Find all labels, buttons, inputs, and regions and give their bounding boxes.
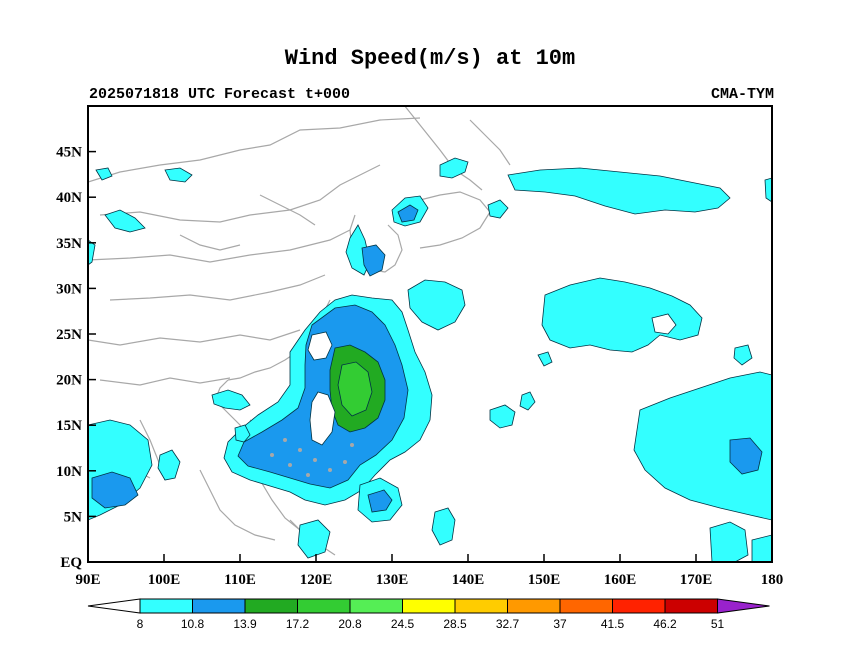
lat-tick-label: 40N — [56, 190, 82, 206]
colorbar-box — [559, 598, 613, 614]
lat-tick-label: 30N — [56, 281, 82, 297]
colorbar-level-label: 51 — [711, 617, 725, 631]
model-name-label: CMA-TYM — [710, 86, 774, 103]
lat-tick-label: EQ — [60, 555, 82, 571]
lon-tick-label: 170E — [680, 572, 713, 588]
colorbar-box — [664, 598, 718, 614]
colorbar-box — [297, 598, 351, 614]
lon-tick-label: 100E — [148, 572, 181, 588]
colorbar-level-label: 24.5 — [391, 617, 415, 631]
colorbar — [87, 598, 770, 614]
wind-contours — [88, 157, 772, 562]
colorbar-level-label: 41.5 — [601, 617, 625, 631]
lon-tick-label: 90E — [75, 572, 100, 588]
colorbar-box — [192, 598, 246, 614]
colorbar-box — [507, 598, 561, 614]
lon-tick-label: 110E — [224, 572, 256, 588]
lat-tick-label: 25N — [56, 327, 82, 343]
colorbar-min-triangle — [87, 598, 141, 614]
colorbar-labels: 8 10.8 13.9 17.2 20.8 24.5 28.5 32.7 37 41.5 46.2 5… — [137, 617, 725, 631]
colorbar-level-label: 46.2 — [653, 617, 677, 631]
colorbar-box — [139, 598, 193, 614]
colorbar-box — [349, 598, 403, 614]
colorbar-level-label: 37 — [553, 617, 567, 631]
colorbar-box — [244, 598, 298, 614]
lat-tick-label: 20N — [56, 373, 82, 389]
lon-tick-label: 140E — [452, 572, 485, 588]
lon-tick-label: 120E — [300, 572, 333, 588]
axis-ticks — [87, 150, 773, 563]
lat-tick-label: 5N — [64, 509, 83, 525]
colorbar-level-label: 13.9 — [233, 617, 257, 631]
colorbar-level-label: 32.7 — [496, 617, 520, 631]
colorbar-level-label: 20.8 — [338, 617, 362, 631]
latitude-labels: EQ 5N 10N 15N 20N 25N 30N 35N 40N 45N — [56, 145, 82, 571]
map-plot-area — [88, 106, 772, 562]
forecast-time-label: 2025071818 UTC Forecast t+000 — [89, 86, 351, 103]
colorbar-level-label: 8 — [137, 617, 144, 631]
colorbar-level-label: 17.2 — [286, 617, 310, 631]
lat-tick-label: 45N — [56, 145, 82, 161]
lon-tick-label: 180 — [761, 572, 784, 588]
longitude-labels: 90E 100E 110E 120E 130E 140E 150E 160E 170E 180 — [75, 572, 783, 588]
colorbar-box — [612, 598, 666, 614]
chart-title: Wind Speed(m/s) at 10m — [284, 46, 576, 71]
colorbar-max-triangle — [717, 598, 770, 614]
lat-tick-label: 15N — [56, 418, 82, 434]
lon-tick-label: 160E — [604, 572, 637, 588]
lon-tick-label: 150E — [528, 572, 561, 588]
terrain-marks — [270, 438, 354, 477]
colorbar-box — [454, 598, 508, 614]
lat-tick-label: 10N — [56, 464, 82, 480]
colorbar-level-label: 28.5 — [443, 617, 467, 631]
colorbar-level-label: 10.8 — [181, 617, 205, 631]
lon-tick-label: 130E — [376, 572, 409, 588]
lat-tick-label: 35N — [56, 236, 82, 252]
colorbar-box — [402, 598, 456, 614]
